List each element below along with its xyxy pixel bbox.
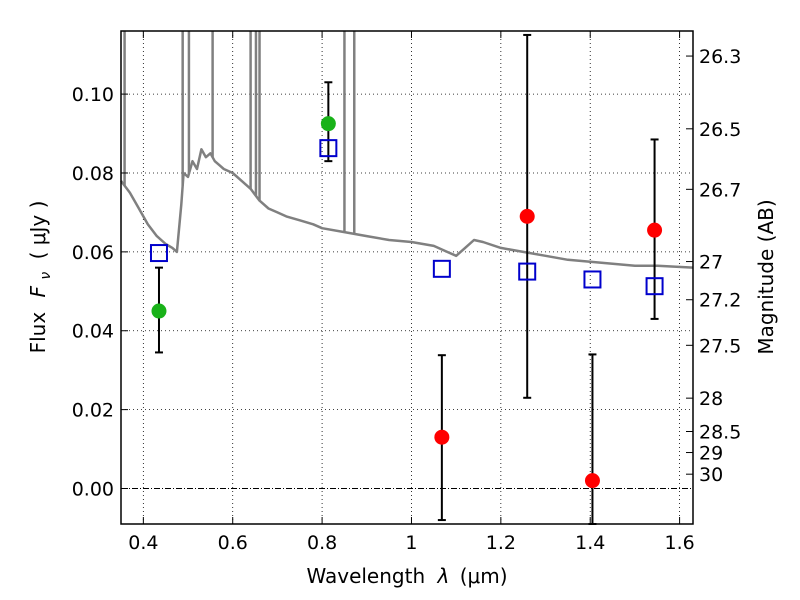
- y-tick-label: 0.00: [72, 479, 114, 501]
- x-tick-label: 1: [405, 532, 417, 554]
- y-axis-label-unit: ( μJy ): [26, 201, 50, 260]
- model-photometry-square: [149, 244, 168, 263]
- y2-tick-label: 26.5: [699, 119, 741, 141]
- grid: [121, 31, 693, 524]
- data-point: [584, 473, 600, 489]
- x-axis-label: Wavelength λ (μm): [306, 564, 507, 588]
- data-markers: [149, 116, 664, 489]
- spectrum-line: [120, 148, 694, 269]
- data-point: [519, 208, 535, 224]
- y-axis-label-text: Flux: [26, 312, 50, 354]
- model-photometry-square: [518, 262, 537, 281]
- data-point: [320, 116, 336, 132]
- y-tick-label: 0.06: [72, 242, 114, 264]
- y-tick-label: 0.08: [72, 163, 114, 185]
- x-tick-label: 0.4: [128, 532, 158, 554]
- y-tick-label: 0.02: [72, 400, 114, 422]
- y-tick-label: 0.04: [72, 321, 114, 343]
- y2-tick-label: 26.3: [699, 46, 741, 68]
- y-axis-label-symbol: F: [26, 285, 50, 297]
- y-tick-label: 0.10: [72, 84, 114, 106]
- x-axis: 0.4 0.6 0.8 1 1.2 1.4 1.6: [128, 31, 695, 554]
- data-point: [434, 429, 450, 445]
- model-photometry-square: [645, 277, 664, 296]
- x-axis-label-symbol: λ: [437, 564, 450, 588]
- y-axis-label-subscript: ν: [38, 272, 54, 280]
- x-tick-label: 1.6: [664, 532, 694, 554]
- y2-tick-label: 30: [699, 464, 723, 486]
- y2-tick-label: 27.2: [699, 290, 741, 312]
- data-point: [647, 222, 663, 238]
- y2-tick-label: 27: [699, 252, 723, 274]
- x-axis-label-unit: (μm): [460, 564, 508, 588]
- plot-frame: [120, 30, 694, 525]
- x-tick-label: 0.8: [307, 532, 337, 554]
- x-tick-label: 1.4: [575, 532, 605, 554]
- y-axis: 0.00 0.02 0.04 0.06 0.08 0.10: [72, 84, 128, 501]
- model-photometry-square: [319, 139, 338, 158]
- x-axis-label-text: Wavelength: [306, 564, 425, 588]
- x-tick-label: 0.6: [218, 532, 248, 554]
- y2-tick-label: 28.5: [699, 421, 741, 443]
- y2-tick-label: 27.5: [699, 335, 741, 357]
- model-photometry-square: [583, 270, 602, 289]
- y-axis-label: Flux F ν ( μJy ): [26, 201, 55, 354]
- model-spectrum: [120, 31, 694, 269]
- plot-area: [121, 31, 693, 524]
- y2-axis-label: Magnitude (AB): [754, 199, 778, 354]
- y2-tick-label: 29: [699, 443, 723, 465]
- y2-tick-label: 28: [699, 388, 723, 410]
- data-point: [151, 303, 167, 319]
- model-photometry-square: [432, 259, 451, 278]
- x-tick-label: 1.2: [486, 532, 516, 554]
- y2-tick-label: 26.7: [699, 179, 741, 201]
